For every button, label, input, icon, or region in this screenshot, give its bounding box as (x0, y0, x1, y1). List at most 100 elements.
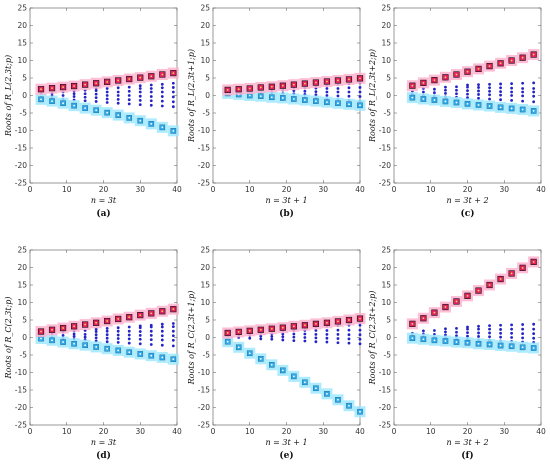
inner-root-point (171, 344, 175, 348)
min-root-center (521, 346, 524, 349)
inner-root-point (94, 92, 98, 96)
min-root-center (303, 381, 306, 384)
min-root-center (281, 369, 284, 372)
inner-root-point (259, 334, 263, 338)
y-tick-label: 0 (386, 91, 391, 100)
inner-root-point (149, 323, 153, 327)
y-axis-label: Roots of R_C(2,3t+1;p) (187, 291, 196, 386)
inner-root-point (116, 329, 120, 333)
y-tick-label: -5 (203, 351, 211, 360)
y-axis-label: Roots of R_C(2,3t+2;p) (368, 291, 377, 386)
min-root-center (466, 103, 469, 105)
min-root-center (139, 119, 142, 122)
max-root-center (521, 56, 524, 59)
inner-root-point (499, 98, 502, 102)
inner-root-point (138, 90, 142, 94)
inner-root-point (336, 341, 340, 345)
max-root-center (292, 325, 295, 328)
inner-root-point (94, 96, 98, 99)
inner-root-point (105, 340, 109, 344)
inner-root-point (336, 90, 340, 94)
panel-label: (a) (96, 208, 110, 219)
min-root-center (444, 340, 447, 342)
y-tick-label: 0 (205, 333, 210, 342)
min-root-center (337, 102, 339, 105)
y-tick-label: -25 (15, 179, 27, 188)
inner-root-point (358, 323, 362, 327)
inner-root-point (488, 335, 491, 339)
max-root-center (422, 82, 425, 84)
y-tick-label: 25 (17, 4, 27, 13)
inner-root-point (488, 93, 491, 97)
min-root-center (499, 344, 502, 347)
x-tick-label: 30 (499, 427, 509, 436)
inner-root-point (466, 96, 469, 99)
inner-root-point (116, 101, 120, 105)
inner-root-point (325, 336, 329, 340)
min-root-center (303, 99, 306, 101)
inner-root-point (532, 336, 536, 340)
y-tick-label: -20 (379, 161, 391, 170)
inner-root-point (138, 103, 142, 106)
inner-root-point (160, 325, 164, 329)
y-tick-label: 20 (200, 21, 210, 30)
y-tick-label: -5 (20, 351, 28, 360)
inner-root-point (303, 336, 307, 339)
max-root-center (337, 320, 339, 323)
inner-root-point (325, 329, 329, 332)
inner-root-point (455, 327, 458, 330)
inner-root-point (325, 87, 329, 90)
inner-root-point (160, 329, 164, 333)
max-root-center (499, 278, 502, 280)
inner-root-point (532, 87, 536, 90)
inner-root-point (510, 82, 513, 85)
min-root-center (161, 126, 164, 129)
inner-root-point (336, 94, 340, 98)
inner-root-point (347, 333, 351, 337)
max-root-center (259, 328, 262, 331)
max-root-center (466, 294, 469, 297)
inner-root-point (281, 338, 285, 342)
inner-root-point (314, 90, 318, 94)
inner-root-point (127, 325, 131, 329)
inner-root-point (116, 337, 120, 340)
y-tick-label: -25 (198, 179, 210, 188)
inner-root-point (105, 94, 109, 97)
max-root-center (422, 317, 425, 320)
min-root-center (292, 98, 295, 100)
inner-root-point (510, 327, 513, 331)
max-root-center (337, 79, 339, 82)
y-tick-label: -20 (15, 403, 27, 412)
x-tick-label: 20 (282, 185, 292, 194)
inner-root-point (488, 331, 491, 335)
x-tick-label: 30 (135, 185, 145, 194)
y-axis-label: Roots of R_L(2,3t+2;p) (368, 49, 377, 143)
inner-root-point (105, 327, 109, 330)
inner-root-point (477, 89, 480, 93)
inner-root-point (455, 334, 458, 338)
x-tick-label: 40 (355, 427, 365, 436)
y-tick-label: -10 (379, 368, 391, 377)
y-tick-label: 10 (381, 298, 391, 307)
inner-root-point (510, 336, 513, 339)
max-root-center (139, 314, 142, 316)
y-tick-label: 25 (200, 4, 210, 13)
inner-root-point (325, 90, 329, 94)
inner-root-point (521, 332, 525, 336)
y-tick-label: 25 (381, 4, 391, 13)
min-root-center (128, 117, 131, 119)
inner-root-point (160, 343, 164, 347)
inner-root-point (138, 84, 142, 88)
min-root-center (270, 96, 273, 99)
inner-root-point (138, 334, 142, 337)
inner-root-point (488, 89, 491, 93)
max-root-center (270, 85, 273, 88)
min-root-center (150, 354, 153, 357)
inner-root-point (105, 90, 109, 94)
max-root-center (51, 87, 53, 90)
inner-root-point (358, 86, 362, 89)
min-root-center (455, 341, 458, 343)
inner-root-point (292, 335, 296, 339)
inner-root-point (149, 334, 153, 337)
